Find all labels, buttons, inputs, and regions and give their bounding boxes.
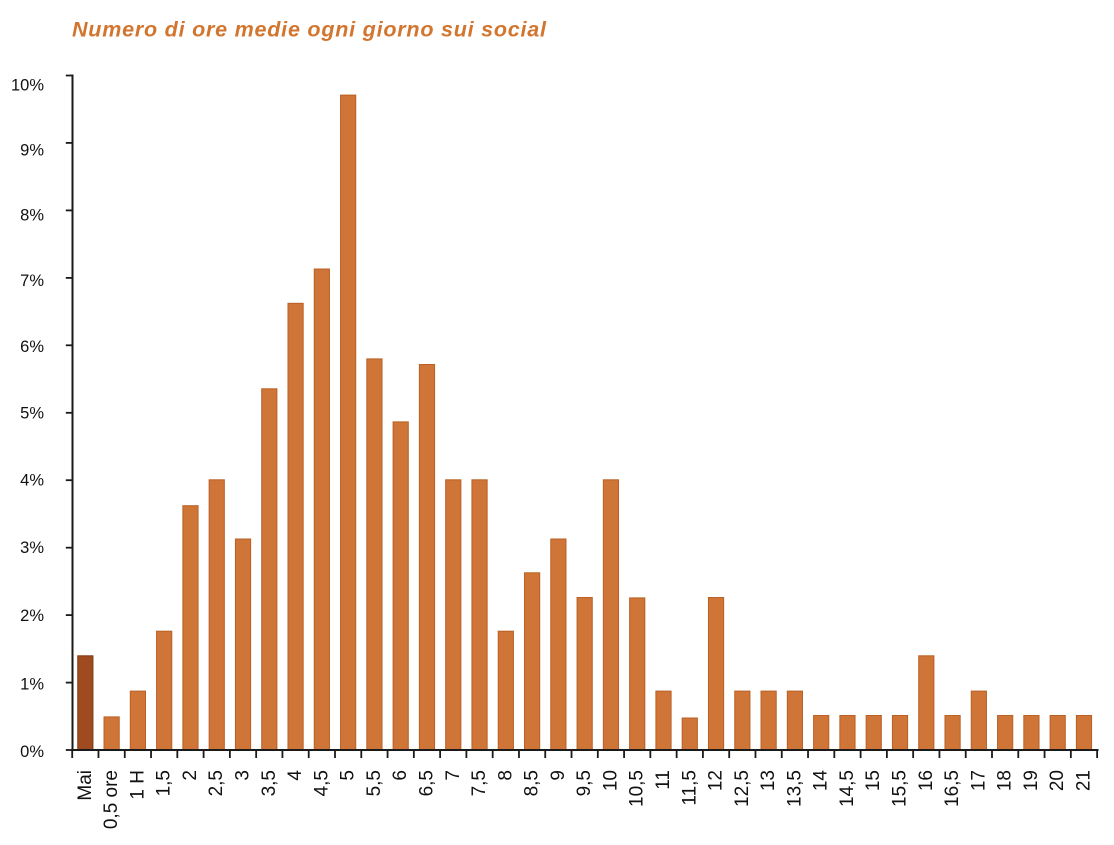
svg-text:2%: 2% <box>20 607 44 625</box>
svg-text:6: 6 <box>390 770 411 781</box>
svg-text:7%: 7% <box>20 272 44 290</box>
svg-text:1,5: 1,5 <box>154 770 175 796</box>
svg-text:15: 15 <box>863 770 884 791</box>
svg-text:16: 16 <box>916 770 937 791</box>
svg-text:5%: 5% <box>20 404 44 422</box>
svg-text:9: 9 <box>548 770 569 781</box>
svg-text:8: 8 <box>495 770 516 781</box>
svg-text:5: 5 <box>338 770 359 781</box>
svg-text:6%: 6% <box>20 338 44 356</box>
svg-text:12,5: 12,5 <box>732 770 753 807</box>
svg-text:10%: 10% <box>11 77 44 95</box>
svg-text:3,5: 3,5 <box>259 770 280 796</box>
svg-text:1 H: 1 H <box>127 770 148 800</box>
svg-text:11,5: 11,5 <box>679 770 700 806</box>
svg-text:7: 7 <box>443 770 464 781</box>
svg-text:4,5: 4,5 <box>311 770 332 796</box>
svg-text:11: 11 <box>653 770 674 790</box>
svg-text:10: 10 <box>600 770 621 791</box>
svg-text:4%: 4% <box>20 471 44 489</box>
svg-text:10,5: 10,5 <box>627 770 648 807</box>
svg-text:0%: 0% <box>20 743 44 761</box>
svg-text:12: 12 <box>706 770 727 791</box>
svg-text:8,5: 8,5 <box>522 770 543 796</box>
svg-text:21: 21 <box>1073 770 1094 791</box>
svg-text:8%: 8% <box>20 207 44 225</box>
svg-text:0,5 ore: 0,5 ore <box>101 770 122 829</box>
svg-text:6,5: 6,5 <box>416 770 437 796</box>
svg-text:15,5: 15,5 <box>890 770 911 807</box>
svg-text:Numero di ore medie ogni giorn: Numero di ore medie ogni giorno sui soci… <box>72 18 547 42</box>
svg-text:9%: 9% <box>20 142 44 160</box>
svg-text:4: 4 <box>285 770 306 781</box>
svg-text:17: 17 <box>968 770 989 791</box>
svg-text:20: 20 <box>1047 770 1068 791</box>
svg-text:14: 14 <box>811 770 832 792</box>
svg-text:2: 2 <box>180 770 201 781</box>
svg-text:5,5: 5,5 <box>364 770 385 796</box>
svg-text:16,5: 16,5 <box>942 770 963 807</box>
svg-text:18: 18 <box>995 770 1016 791</box>
svg-text:3: 3 <box>233 770 254 781</box>
svg-text:1%: 1% <box>20 676 44 694</box>
svg-text:2,5: 2,5 <box>206 770 227 796</box>
svg-text:7,5: 7,5 <box>469 770 490 796</box>
svg-text:9,5: 9,5 <box>574 770 595 796</box>
svg-text:14,5: 14,5 <box>837 770 858 807</box>
svg-text:13: 13 <box>758 770 779 791</box>
svg-text:13,5: 13,5 <box>784 770 805 807</box>
svg-text:3%: 3% <box>20 539 44 557</box>
svg-text:19: 19 <box>1021 770 1042 791</box>
svg-text:Mai: Mai <box>75 770 96 801</box>
